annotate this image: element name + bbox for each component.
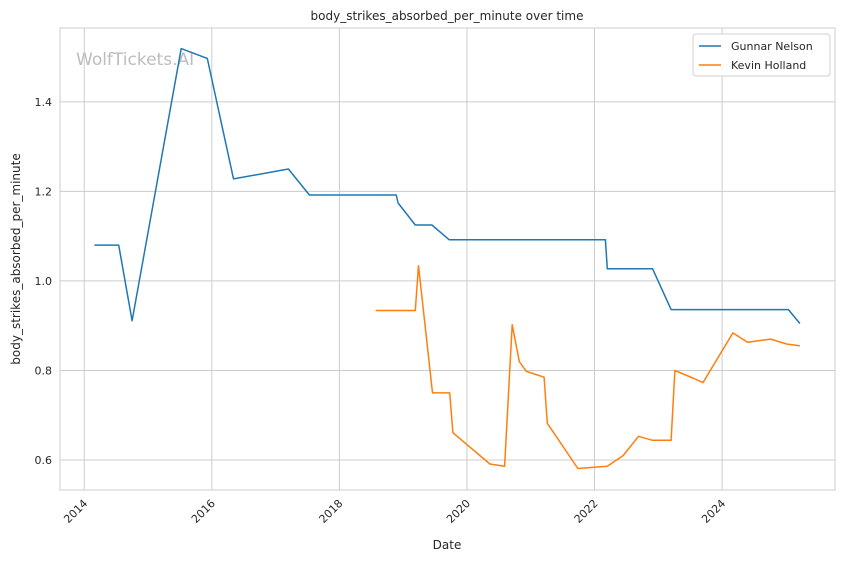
legend: Gunnar Nelson Kevin Holland — [692, 33, 831, 77]
series-lines — [94, 47, 801, 470]
watermark: WolfTickets.AI — [76, 50, 194, 70]
x-axis-label: Date — [433, 538, 462, 552]
y-tick-label: 1.0 — [35, 275, 53, 288]
x-tick-label: 2018 — [317, 497, 346, 526]
y-tick-label: 0.6 — [35, 454, 53, 467]
x-tick-label: 2024 — [699, 497, 728, 526]
y-tick-label: 0.8 — [35, 364, 53, 377]
legend-box — [692, 33, 831, 77]
grid — [60, 28, 835, 490]
x-tick-label: 2020 — [444, 497, 473, 526]
chart-title: body_strikes_absorbed_per_minute over ti… — [311, 9, 584, 23]
series-line-kevin-holland — [375, 264, 800, 470]
legend-label: Kevin Holland — [731, 59, 806, 72]
legend-label: Gunnar Nelson — [731, 40, 813, 53]
y-axis-label: body_strikes_absorbed_per_minute — [9, 153, 23, 364]
y-tick-label: 1.4 — [35, 96, 53, 109]
x-tick-label: 2014 — [61, 497, 90, 526]
series-line-gunnar-nelson — [94, 47, 801, 324]
plot-area — [59, 27, 836, 491]
x-tick-label: 2022 — [572, 497, 601, 526]
x-tick-label: 2016 — [189, 497, 218, 526]
y-tick-label: 1.2 — [35, 185, 53, 198]
